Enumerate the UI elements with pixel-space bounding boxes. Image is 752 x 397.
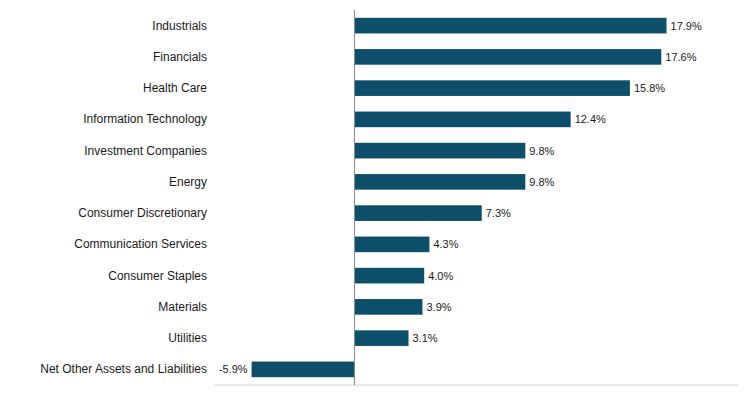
- data-label: 3.9%: [426, 301, 451, 313]
- bar: [354, 205, 481, 221]
- data-label: -5.9%: [219, 363, 248, 375]
- data-label: 9.8%: [529, 145, 554, 157]
- data-label: 15.8%: [634, 82, 665, 94]
- data-label: 17.6%: [665, 51, 696, 63]
- bar: [354, 80, 629, 96]
- category-label: Net Other Assets and Liabilities: [40, 362, 207, 376]
- zero-line: [354, 10, 355, 385]
- bar: [354, 112, 570, 128]
- chart-container: Net Other Assets and Liabilities Utilitie…: [0, 0, 752, 397]
- category-label: Utilities: [168, 331, 207, 345]
- bar: [354, 18, 666, 34]
- data-label: 4.0%: [428, 270, 453, 282]
- data-label: 17.9%: [671, 20, 702, 32]
- bar: [354, 299, 422, 315]
- bar: [252, 362, 355, 378]
- category-label: Financials: [153, 50, 207, 64]
- category-label: Materials: [158, 300, 207, 314]
- category-label: Information Technology: [83, 112, 207, 126]
- x-axis-line: [215, 385, 738, 386]
- data-label: 4.3%: [433, 238, 458, 250]
- data-label: 9.8%: [529, 176, 554, 188]
- category-label: Communication Services: [74, 237, 207, 251]
- bar: [354, 49, 661, 65]
- data-label: 3.1%: [413, 332, 438, 344]
- category-label: Investment Companies: [84, 144, 207, 158]
- category-label: Consumer Staples: [108, 269, 207, 283]
- data-labels: -5.9% 3.1% 3.9% 4.0% 4.3% 7.3% 9.8% 9.8% 12.4% 15…: [219, 20, 702, 376]
- bar: [354, 237, 429, 253]
- data-label: 7.3%: [486, 207, 511, 219]
- data-label: 12.4%: [575, 113, 606, 125]
- bar: [354, 174, 525, 190]
- bar: [354, 143, 525, 159]
- category-label: Health Care: [143, 81, 207, 95]
- bars: [252, 18, 667, 377]
- bar: [354, 268, 424, 284]
- chart: Net Other Assets and Liabilities Utilitie…: [0, 0, 752, 397]
- bar: [354, 330, 408, 346]
- category-label: Energy: [169, 175, 207, 189]
- category-label: Consumer Discretionary: [78, 206, 207, 220]
- y-tick-labels: Net Other Assets and Liabilities Utilitie…: [40, 19, 207, 377]
- category-label: Industrials: [152, 19, 207, 33]
